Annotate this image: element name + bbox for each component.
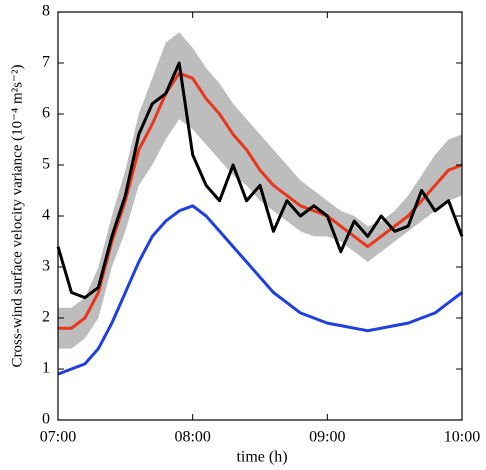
- x-tick-label: 07:00: [40, 429, 76, 446]
- x-tick-label: 09:00: [309, 429, 345, 446]
- y-tick-label: 0: [42, 411, 50, 428]
- y-tick-label: 1: [42, 360, 50, 377]
- y-tick-label: 3: [42, 258, 50, 275]
- line: [58, 71, 463, 330]
- x-axis-label: time (h): [236, 449, 287, 466]
- y-tick-label: 5: [42, 156, 50, 173]
- y-axis-label: Cross-wind surface velocity variance (10…: [9, 65, 25, 368]
- line: [56, 61, 464, 300]
- line: [57, 204, 463, 376]
- y-tick-label: 2: [42, 309, 50, 326]
- y-tick-label: 4: [42, 207, 50, 224]
- y-tick-label: 8: [42, 3, 50, 20]
- y-tick-label: 7: [42, 54, 50, 71]
- y-tick-label: 6: [42, 105, 50, 122]
- x-tick-label: 08:00: [174, 429, 210, 446]
- x-tick-label: 10:00: [444, 429, 480, 446]
